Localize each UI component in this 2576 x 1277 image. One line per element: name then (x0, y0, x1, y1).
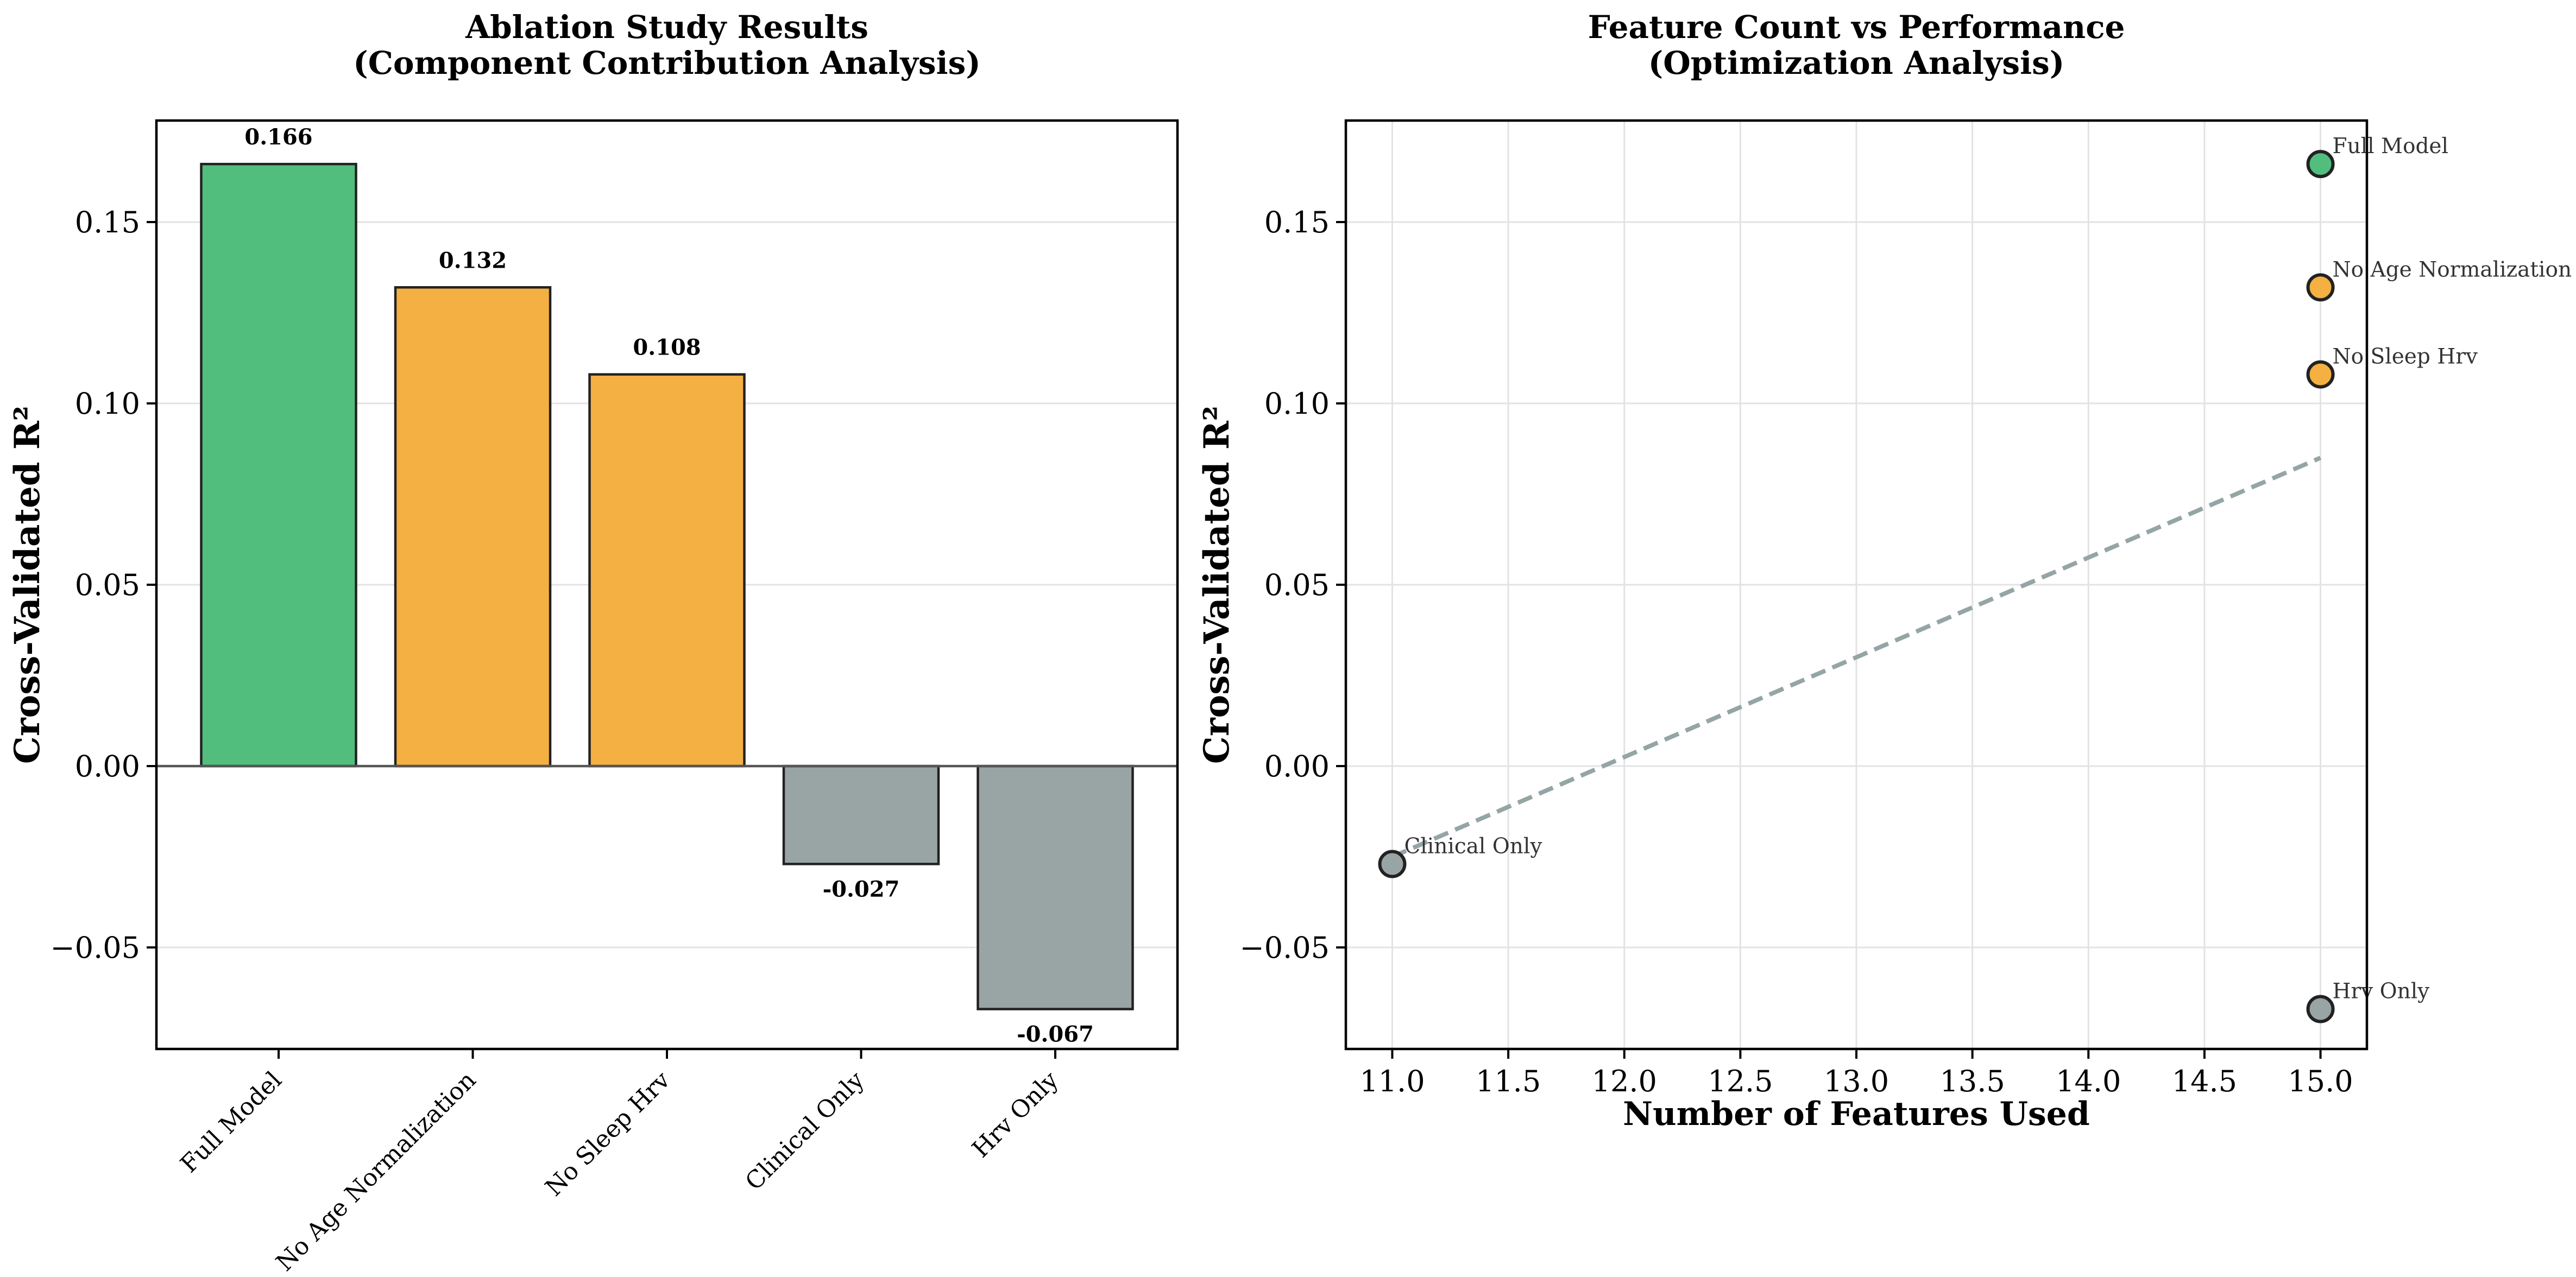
bar-value-label: 0.132 (439, 248, 507, 273)
bar (782, 764, 940, 865)
scatter-trendline (1391, 456, 2322, 859)
scatter-x-tick-label: 11.0 (1359, 1064, 1425, 1098)
scatter-point-label: Clinical Only (1404, 834, 1542, 858)
scatter-chart-trendline-group (1391, 456, 2322, 859)
scatter-point (1378, 850, 1407, 878)
scatter-chart-y-axis-label: Cross-Validated R² (1196, 406, 1237, 764)
scatter-chart-x-ticks: 11.0 11.5 12.0 12.5 13.0 13.5 14.0 14.5 15.0 (1359, 1049, 2353, 1098)
scatter-x-tick-label: 12.0 (1592, 1064, 1657, 1098)
bar (394, 286, 552, 768)
scatter-chart-point-labels: Full Model No Age Normalization No Sleep H… (1404, 134, 2572, 1003)
scatter-chart-y-ticks: −0.05 0.00 0.05 0.10 0.15 (1240, 205, 1346, 965)
bar-chart-title: Ablation Study Results (Component Contrib… (353, 9, 980, 81)
scatter-chart-points (1378, 150, 2335, 1023)
scatter-x-tick-label: 13.5 (1940, 1064, 2005, 1098)
bar-chart-y-axis-label: Cross-Validated R² (7, 406, 48, 764)
bar-value-label: 0.108 (633, 335, 701, 361)
scatter-x-tick-label: 14.5 (2172, 1064, 2237, 1098)
scatter-x-tick-label: 14.0 (2056, 1064, 2121, 1098)
scatter-x-tick-label: 12.5 (1708, 1064, 1773, 1098)
title-line: Ablation Study Results (465, 9, 868, 46)
bar-value-label: -0.027 (823, 876, 900, 902)
bar-y-tick-label: 0.00 (75, 749, 140, 783)
bar-chart-bars (156, 162, 1177, 1010)
bar-value-label: 0.166 (244, 124, 312, 150)
bar-y-tick-label: −0.05 (51, 931, 140, 965)
scatter-point (2306, 360, 2335, 389)
scatter-x-tick-label: 15.0 (2288, 1064, 2353, 1098)
bar-chart-y-ticks: −0.05 0.00 0.05 0.10 0.15 (51, 205, 156, 965)
title-line: (Optimization Analysis) (1648, 45, 2064, 81)
bar (588, 373, 746, 768)
scatter-point-label: Full Model (2333, 134, 2448, 159)
bar-y-tick-label: 0.15 (75, 205, 140, 239)
scatter-x-tick-label: 13.0 (1824, 1064, 1889, 1098)
bar (200, 162, 357, 768)
scatter-point-label: Hrv Only (2333, 979, 2430, 1004)
scatter-y-tick-label: 0.00 (1264, 749, 1330, 783)
bar-y-tick-label: 0.10 (75, 387, 140, 421)
scatter-y-tick-label: 0.10 (1264, 387, 1330, 421)
scatter-point-label: No Sleep Hrv (2333, 345, 2478, 369)
scatter-y-tick-label: −0.05 (1240, 931, 1330, 965)
scatter-x-tick-label: 11.5 (1476, 1064, 1541, 1098)
bar-value-label: -0.067 (1017, 1022, 1094, 1047)
title-line: Feature Count vs Performance (1588, 9, 2125, 46)
title-line: (Component Contribution Analysis) (353, 45, 980, 81)
scatter-chart-gridlines (1346, 121, 2367, 1049)
scatter-chart-x-axis-label: Number of Features Used (1623, 1095, 2090, 1133)
bar (977, 764, 1134, 1010)
scatter-y-tick-label: 0.15 (1264, 205, 1330, 239)
bar-chart-value-labels: 0.166 0.132 0.108 -0.027 -0.067 (244, 124, 1094, 1047)
bar-y-tick-label: 0.05 (75, 568, 140, 602)
scatter-point (2306, 273, 2335, 302)
scatter-point-label: No Age Normalization (2333, 257, 2572, 282)
scatter-point (2306, 150, 2335, 179)
scatter-y-tick-label: 0.05 (1264, 568, 1330, 602)
scatter-point (2306, 995, 2335, 1023)
feature-count-scatter-chart: Full Model No Age Normalization No Sleep H… (1196, 9, 2572, 1133)
scatter-chart-title: Feature Count vs Performance (Optimizatio… (1588, 9, 2125, 81)
